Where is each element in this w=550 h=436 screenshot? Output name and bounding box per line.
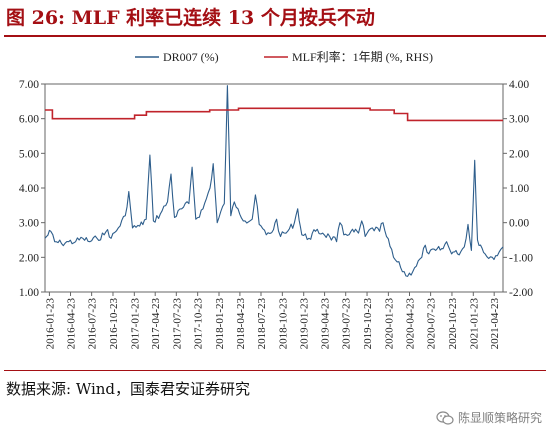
x-tick-label: 2017-07-23 [171,298,183,350]
series-line-dr007 [44,85,504,277]
x-tick-label: 2016-10-23 [108,298,120,350]
legend: DR007 (%) MLF利率：1年期 (%, RHS) [135,49,433,64]
x-tick-label: 2020-01-23 [383,298,395,350]
plot-area [44,85,504,277]
watermark-text: 陈显顺策略研究 [457,411,542,425]
x-tick-label: 2016-07-23 [87,298,99,350]
y-right-tick-label: -2.00 [509,287,533,299]
x-axis: 2016-01-23 2016-04-23 2016-07-23 2016-10-23… [44,292,501,349]
y-left-tick-label: 7.00 [19,79,39,91]
title-rule [4,35,546,37]
x-tick-label: 2017-01-23 [129,298,141,350]
x-tick-label: 2021-01-23 [468,298,480,350]
wechat-icon [436,411,454,425]
legend-label-mlf: MLF利率：1年期 (%, RHS) [292,49,433,64]
figure-title: 图 26: MLF 利率已连续 13 个月按兵不动 [6,7,375,29]
x-tick-label: 2020-04-23 [404,298,416,350]
y-left-tick-label: 4.00 [19,183,39,195]
x-tick-label: 2017-10-23 [193,298,205,350]
x-tick-label: 2018-04-23 [235,298,247,350]
x-tick-label: 2018-07-23 [256,298,268,350]
plot-frame [44,83,504,293]
chart: DR007 (%) MLF利率：1年期 (%, RHS) 1.00 2.00 3.0… [19,49,533,349]
x-tick-label: 2021-04-23 [489,298,501,350]
y-right-tick-label: 2.00 [509,148,529,160]
x-tick-label: 2020-10-23 [447,298,459,350]
y-axis-left: 1.00 2.00 3.00 4.00 5.00 6.00 7.00 [19,79,45,299]
y-right-tick-label: 4.00 [509,79,529,91]
y-right-tick-label: 1.00 [509,183,529,195]
y-right-tick-label: -1.00 [509,252,533,264]
y-left-tick-label: 5.00 [19,148,39,160]
x-tick-label: 2018-01-23 [214,298,226,350]
x-tick-label: 2018-10-23 [277,298,289,350]
y-left-tick-label: 2.00 [19,252,39,264]
legend-label-dr007: DR007 (%) [163,50,219,64]
y-left-tick-label: 6.00 [19,114,39,126]
y-left-tick-label: 3.00 [19,218,39,230]
x-tick-label: 2019-01-23 [299,298,311,350]
x-tick-label: 2016-01-23 [44,298,56,350]
x-tick-label: 2020-07-23 [426,298,438,350]
x-tick-label: 2017-04-23 [150,298,162,350]
source-note: 数据来源: Wind，国泰君安证券研究 [6,380,251,398]
x-tick-label: 2019-07-23 [341,298,353,350]
y-right-tick-label: 3.00 [509,114,529,126]
x-tick-label: 2019-10-23 [362,298,374,350]
y-right-tick-label: 0.00 [509,218,529,230]
y-axis-right: -2.00 -1.00 0.00 1.00 2.00 3.00 4.00 [503,79,533,299]
x-tick-label: 2016-04-23 [66,298,78,350]
series-line-mlf [45,107,503,122]
y-left-tick-label: 1.00 [19,287,39,299]
watermark: 陈显顺策略研究 [436,408,542,428]
footer-rule [4,370,546,371]
x-tick-label: 2019-04-23 [320,298,332,350]
